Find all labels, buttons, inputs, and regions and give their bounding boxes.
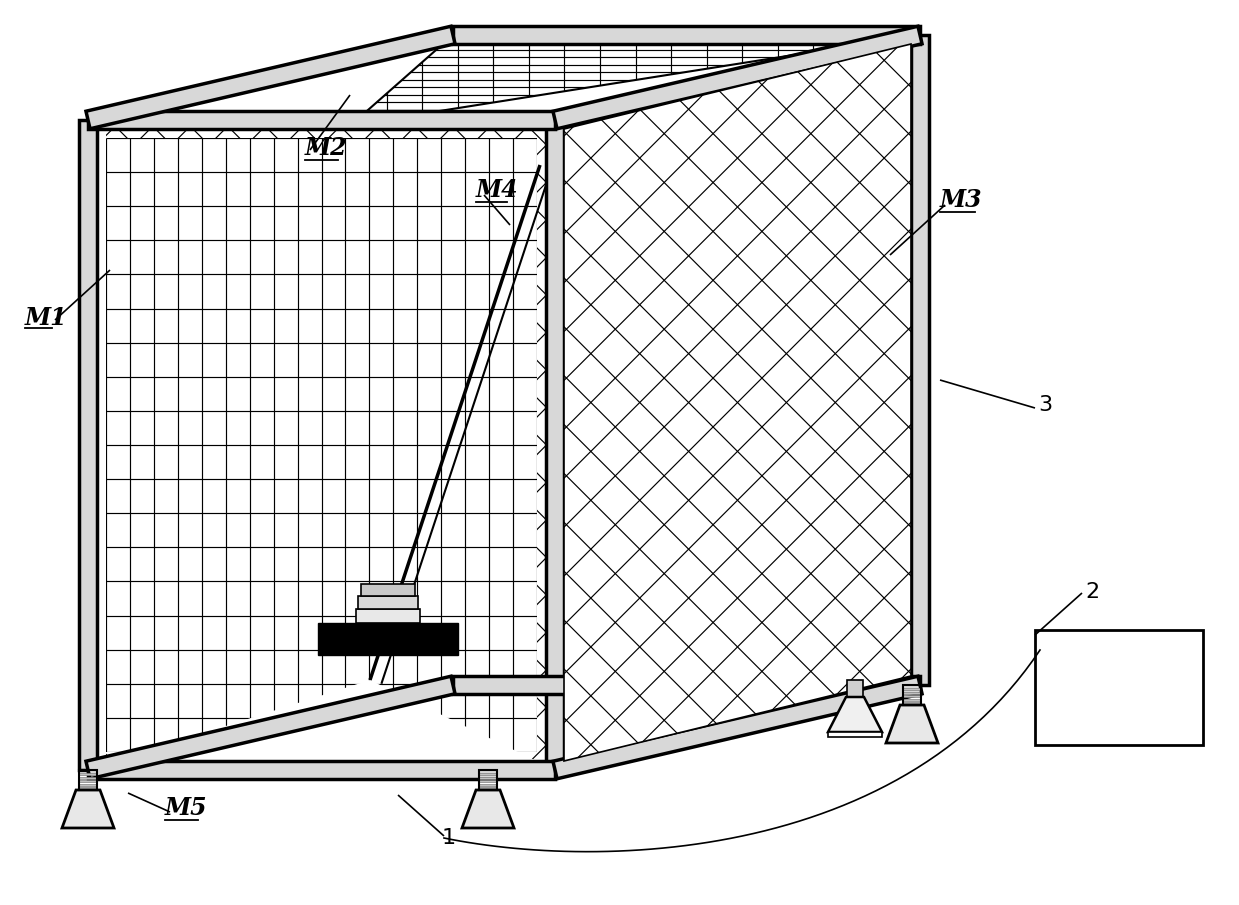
Polygon shape xyxy=(361,584,415,596)
Polygon shape xyxy=(62,790,114,828)
Polygon shape xyxy=(88,680,555,770)
Polygon shape xyxy=(88,111,555,129)
Text: 3: 3 xyxy=(1038,395,1052,415)
Text: 2: 2 xyxy=(1085,582,1099,602)
Polygon shape xyxy=(88,120,555,770)
Polygon shape xyxy=(79,120,97,770)
Polygon shape xyxy=(358,596,418,609)
Polygon shape xyxy=(1035,630,1203,745)
Text: M2: M2 xyxy=(305,136,348,160)
Polygon shape xyxy=(479,773,497,775)
Polygon shape xyxy=(847,680,864,697)
Polygon shape xyxy=(553,26,922,129)
Text: M3: M3 xyxy=(940,188,983,212)
Polygon shape xyxy=(546,120,564,770)
Polygon shape xyxy=(555,35,921,770)
Polygon shape xyxy=(318,623,458,655)
Polygon shape xyxy=(85,26,455,129)
Polygon shape xyxy=(886,705,938,743)
Polygon shape xyxy=(911,35,929,685)
Polygon shape xyxy=(903,699,921,700)
Polygon shape xyxy=(479,776,497,778)
Polygon shape xyxy=(903,695,921,697)
Polygon shape xyxy=(828,697,882,732)
Polygon shape xyxy=(107,138,536,752)
Polygon shape xyxy=(79,780,97,782)
Polygon shape xyxy=(540,120,555,165)
Polygon shape xyxy=(79,784,97,786)
Polygon shape xyxy=(828,732,882,737)
Polygon shape xyxy=(564,44,911,761)
Polygon shape xyxy=(555,35,921,770)
Polygon shape xyxy=(462,790,514,828)
Polygon shape xyxy=(79,787,97,789)
Polygon shape xyxy=(88,35,921,120)
Polygon shape xyxy=(453,676,921,694)
Polygon shape xyxy=(88,120,555,770)
Polygon shape xyxy=(88,761,555,779)
Polygon shape xyxy=(88,35,921,120)
Polygon shape xyxy=(88,680,555,770)
Polygon shape xyxy=(479,780,497,782)
Polygon shape xyxy=(356,609,420,623)
Polygon shape xyxy=(479,784,497,786)
Text: M5: M5 xyxy=(165,796,208,820)
Polygon shape xyxy=(88,120,107,770)
Polygon shape xyxy=(107,138,536,752)
Polygon shape xyxy=(903,691,921,693)
Polygon shape xyxy=(351,35,921,125)
Text: M1: M1 xyxy=(25,306,68,330)
Polygon shape xyxy=(564,44,911,761)
Polygon shape xyxy=(79,773,97,775)
Text: M4: M4 xyxy=(476,178,519,202)
Polygon shape xyxy=(553,676,922,779)
Polygon shape xyxy=(453,26,921,44)
Polygon shape xyxy=(540,120,555,165)
Polygon shape xyxy=(903,702,921,704)
Polygon shape xyxy=(903,688,921,690)
Polygon shape xyxy=(88,685,921,770)
Polygon shape xyxy=(85,676,455,779)
Text: 1: 1 xyxy=(442,828,456,848)
Polygon shape xyxy=(479,787,497,789)
Polygon shape xyxy=(79,776,97,778)
